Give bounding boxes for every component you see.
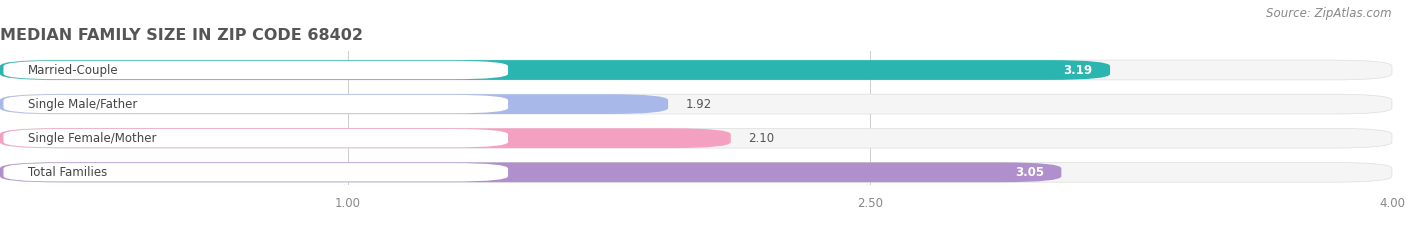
FancyBboxPatch shape xyxy=(0,162,1392,182)
Text: Married-Couple: Married-Couple xyxy=(28,64,118,76)
Text: Single Male/Father: Single Male/Father xyxy=(28,98,138,111)
FancyBboxPatch shape xyxy=(3,129,508,147)
FancyBboxPatch shape xyxy=(0,128,1392,148)
FancyBboxPatch shape xyxy=(0,60,1392,80)
FancyBboxPatch shape xyxy=(3,61,508,79)
FancyBboxPatch shape xyxy=(0,162,1062,182)
FancyBboxPatch shape xyxy=(0,128,731,148)
Text: MEDIAN FAMILY SIZE IN ZIP CODE 68402: MEDIAN FAMILY SIZE IN ZIP CODE 68402 xyxy=(0,28,363,43)
FancyBboxPatch shape xyxy=(0,94,668,114)
Text: 3.19: 3.19 xyxy=(1063,64,1092,76)
Text: 2.10: 2.10 xyxy=(748,132,775,145)
FancyBboxPatch shape xyxy=(0,94,1392,114)
Text: 1.92: 1.92 xyxy=(686,98,711,111)
FancyBboxPatch shape xyxy=(0,60,1111,80)
Text: Source: ZipAtlas.com: Source: ZipAtlas.com xyxy=(1267,7,1392,20)
Text: 3.05: 3.05 xyxy=(1015,166,1043,179)
Text: Single Female/Mother: Single Female/Mother xyxy=(28,132,156,145)
FancyBboxPatch shape xyxy=(3,163,508,182)
FancyBboxPatch shape xyxy=(3,95,508,113)
Text: Total Families: Total Families xyxy=(28,166,107,179)
